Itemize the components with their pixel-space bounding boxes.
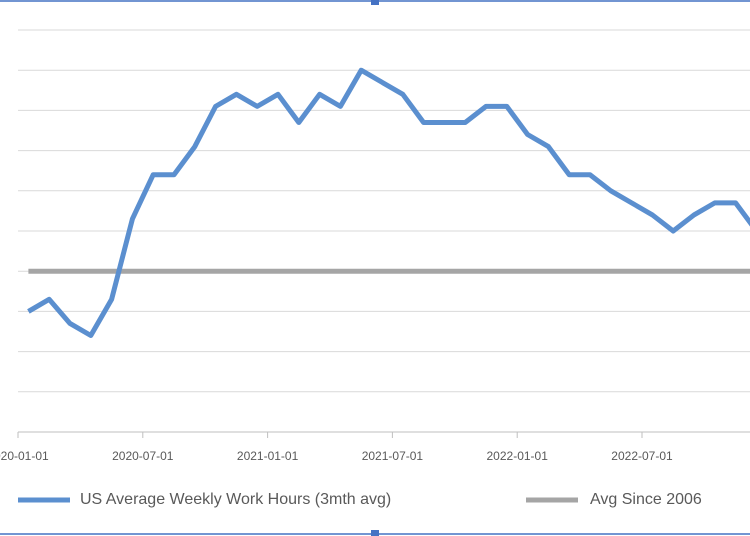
x-tick-label: 2021-07-01	[362, 449, 424, 463]
handle	[371, 530, 379, 536]
x-tick-label: 2022-07-01	[611, 449, 673, 463]
handle	[371, 0, 379, 5]
legend-label: Avg Since 2006	[590, 491, 702, 508]
x-tick-label: 2020-07-01	[112, 449, 174, 463]
x-tick-label: 2020-01-01	[0, 449, 49, 463]
series-line	[27, 67, 750, 339]
legend-label: US Average Weekly Work Hours (3mth avg)	[80, 491, 391, 508]
x-tick-label: 2022-01-01	[487, 449, 549, 463]
x-tick-label: 2021-01-01	[237, 449, 299, 463]
